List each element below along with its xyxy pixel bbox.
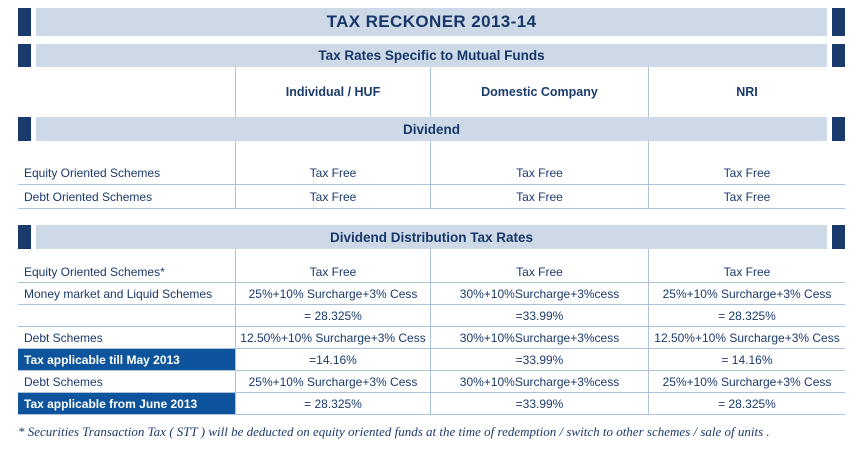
row-label-highlight: Tax applicable till May 2013 [18,349,235,370]
column-header-nri: NRI [648,67,845,117]
cell-domestic-company: =33.99% [430,393,648,414]
cell-nri: 12.50%+10% Surcharge+3% Cess [648,327,845,348]
decor-square-icon [832,225,845,249]
table-row: Debt Schemes 12.50%+10% Surcharge+3% Ces… [18,327,845,349]
spacer-row [18,249,845,261]
cell-individual-huf: = 28.325% [235,393,430,414]
page-subtitle: Tax Rates Specific to Mutual Funds [36,44,827,67]
cell-domestic-company: =33.99% [430,305,648,326]
cell-individual-huf: 25%+10% Surcharge+3% Cess [235,283,430,304]
cell-domestic-company: Tax Free [430,261,648,282]
section-title-ddt-rates: Dividend Distribution Tax Rates [36,225,827,249]
table-row: Tax applicable till May 2013 =14.16% =33… [18,349,845,371]
cell-domestic-company: 30%+10%Surcharge+3%cess [430,283,648,304]
row-label [18,305,235,326]
section-title-dividend: Dividend [36,117,827,141]
section-header-ddt-rates: Dividend Distribution Tax Rates [18,225,845,249]
cell-individual-huf: =14.16% [235,349,430,370]
column-header-individual-huf: Individual / HUF [235,67,430,117]
cell-individual-huf: Tax Free [235,161,430,184]
section-gap [18,209,845,225]
column-header-domestic-company: Domestic Company [430,67,648,117]
table-row: Tax applicable from June 2013 = 28.325% … [18,393,845,415]
cell-nri: Tax Free [648,185,845,208]
row-label: Equity Oriented Schemes [24,165,161,180]
cell-domestic-company: 30%+10%Surcharge+3%cess [430,327,648,348]
cell-domestic-company: 30%+10%Surcharge+3%cess [430,371,648,392]
cell-nri: 25%+10% Surcharge+3% Cess [648,371,845,392]
row-label: Debt Schemes [24,374,103,389]
decor-square-icon [18,117,31,141]
cell-individual-huf: = 28.325% [235,305,430,326]
cell-nri: Tax Free [648,161,845,184]
cell-individual-huf: Tax Free [235,185,430,208]
section-header-dividend: Dividend [18,117,845,141]
table-row: Debt Oriented Schemes Tax Free Tax Free … [18,185,845,209]
cell-individual-huf: 12.50%+10% Surcharge+3% Cess [235,327,430,348]
subtitle-bar: Tax Rates Specific to Mutual Funds [18,44,845,67]
table-row: Equity Oriented Schemes* Tax Free Tax Fr… [18,261,845,283]
page-title: TAX RECKONER 2013-14 [36,8,827,36]
cell-domestic-company: =33.99% [430,349,648,370]
row-label-highlight: Tax applicable from June 2013 [18,393,235,414]
cell-nri: Tax Free [648,261,845,282]
row-label: Debt Schemes [24,330,103,345]
row-label: Equity Oriented Schemes* [24,264,165,279]
decor-square-icon [832,117,845,141]
cell-individual-huf: 25%+10% Surcharge+3% Cess [235,371,430,392]
decor-square-icon [18,44,31,67]
table-row: = 28.325% =33.99% = 28.325% [18,305,845,327]
cell-nri: = 14.16% [648,349,845,370]
decor-square-icon [18,225,31,249]
cell-individual-huf: Tax Free [235,261,430,282]
table-row: Money market and Liquid Schemes 25%+10% … [18,283,845,305]
column-header-row: Individual / HUF Domestic Company NRI [18,67,845,117]
table-row: Equity Oriented Schemes Tax Free Tax Fre… [18,161,845,185]
spacer-row [18,141,845,161]
decor-square-icon [832,44,845,67]
cell-domestic-company: Tax Free [430,185,648,208]
cell-nri: 25%+10% Surcharge+3% Cess [648,283,845,304]
row-label: Debt Oriented Schemes [24,189,153,204]
footnote: * Securities Transaction Tax ( STT ) wil… [18,424,770,439]
decor-square-icon [18,8,31,36]
cell-domestic-company: Tax Free [430,161,648,184]
decor-square-icon [832,8,845,36]
column-header-blank [18,67,235,117]
table-row: Debt Schemes 25%+10% Surcharge+3% Cess 3… [18,371,845,393]
cell-nri: = 28.325% [648,305,845,326]
row-label: Money market and Liquid Schemes [24,286,213,301]
title-bar: TAX RECKONER 2013-14 [18,8,845,36]
cell-nri: = 28.325% [648,393,845,414]
